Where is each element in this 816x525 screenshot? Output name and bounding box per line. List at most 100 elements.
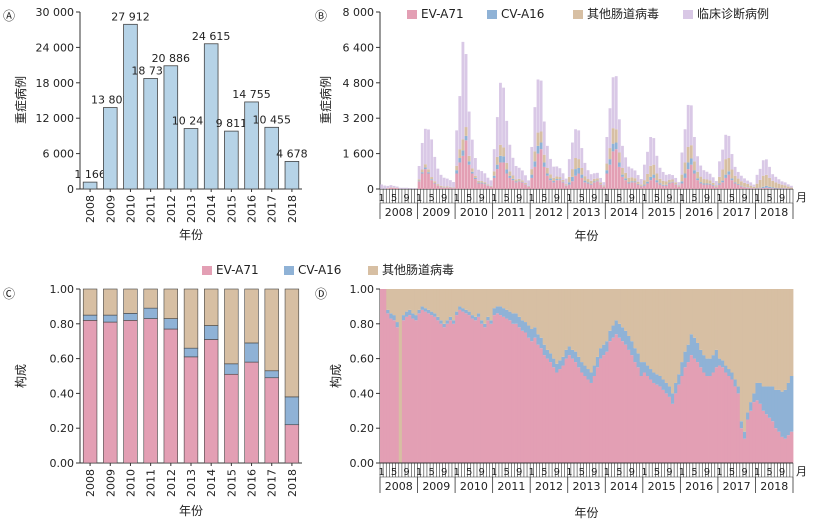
- area-segment: [764, 386, 769, 415]
- stacked-bar-segment: [649, 165, 653, 177]
- area-segment: [523, 332, 528, 463]
- stacked-bar-segment: [718, 176, 721, 184]
- stacked-bar-segment: [617, 166, 621, 189]
- month-label: 5: [466, 193, 472, 204]
- area-segment: [433, 316, 437, 463]
- stacked-bar-segment: [671, 181, 674, 183]
- area-segment: [689, 355, 694, 463]
- area-segment: [696, 289, 700, 343]
- area-segment: [730, 289, 734, 373]
- area-segment: [539, 348, 544, 463]
- stacked-bar-segment: [739, 175, 743, 182]
- stacked-bar-segment: [621, 167, 624, 175]
- stacked-bar-segment: [739, 185, 743, 187]
- data-label: 10 249: [172, 115, 211, 128]
- stacked-bar-segment: [689, 164, 693, 189]
- stacked-bar-segment: [780, 184, 784, 189]
- area-segment: [686, 289, 691, 345]
- stacked-bar-segment: [492, 171, 496, 176]
- area-segment: [674, 393, 678, 463]
- area-segment: [486, 316, 490, 321]
- stacked-bar-segment: [627, 183, 631, 189]
- stacked-bar-segment: [489, 185, 493, 187]
- stacked-bar-segment: [502, 87, 505, 148]
- stacked-bar-segment: [771, 188, 775, 189]
- stacked-bar-segment: [433, 183, 437, 189]
- month-label: 9: [779, 467, 785, 478]
- stacked-bar-segment: [524, 184, 527, 189]
- month-label: 1: [566, 193, 572, 204]
- stacked-bar-segment: [746, 183, 750, 188]
- area-segment: [730, 379, 734, 463]
- month-label: 1: [716, 467, 722, 478]
- stacked-bar-segment: [571, 142, 574, 170]
- stacked-bar-segment: [721, 169, 725, 181]
- area-segment: [533, 327, 537, 338]
- stacked-bar-segment: [542, 154, 546, 163]
- stacked-bar-segment: [790, 187, 793, 189]
- stacked-bar-segment: [423, 167, 427, 170]
- stacked-bar-segment: [746, 187, 750, 189]
- area-segment: [677, 289, 681, 375]
- panel-label: Ⓐ: [3, 9, 15, 23]
- month-label: 5: [766, 467, 772, 478]
- panel-label: Ⓑ: [315, 9, 327, 23]
- area-segment: [414, 289, 418, 316]
- stacked-bar-segment: [389, 187, 393, 189]
- stacked-bar-segment: [624, 180, 628, 189]
- stacked-bar-segment: [786, 186, 790, 189]
- month-label: 9: [591, 467, 597, 478]
- area-segment: [652, 289, 656, 373]
- area-segment: [420, 306, 425, 310]
- stacked-bar-segment: [614, 142, 618, 150]
- stacked-bar-segment: [639, 179, 643, 185]
- area-segment: [567, 289, 572, 347]
- y-tick-label: 6 400: [343, 41, 375, 54]
- stacked-bar-segment: [527, 185, 531, 187]
- bar: [82, 181, 98, 190]
- area-segment: [542, 355, 547, 463]
- area-segment: [680, 289, 684, 363]
- area-segment: [411, 313, 415, 319]
- stacked-bar-segment: [671, 182, 674, 189]
- area-segment: [702, 289, 706, 356]
- area-segment: [630, 289, 634, 342]
- area-segment: [783, 438, 788, 463]
- area-segment: [451, 323, 456, 463]
- area-segment: [445, 289, 450, 321]
- stacked-bar-segment: [689, 158, 693, 165]
- stacked-bar-segment: [405, 187, 409, 189]
- stacked-bar-segment: [599, 182, 602, 185]
- stacked-bar-segment: [602, 185, 606, 187]
- stacked-bar-segment: [386, 185, 390, 189]
- x-axis-title: 年份: [179, 504, 203, 518]
- stacked-bar-segment: [771, 174, 775, 181]
- stacked-bar-segment: [646, 173, 649, 182]
- stacked-bar-segment: [520, 182, 524, 189]
- data-label: 9 811: [216, 117, 248, 130]
- stacked-bar-segment: [430, 177, 434, 180]
- area-segment: [655, 289, 659, 375]
- stacked-bar-segment: [530, 146, 534, 170]
- area-segment: [476, 316, 481, 463]
- stacked-bar-segment: [708, 184, 712, 189]
- x-tick-label: 2013: [185, 469, 198, 497]
- legend-mid-swatch: [368, 266, 378, 275]
- area-segment: [677, 384, 681, 463]
- stacked-bar-segment: [727, 135, 731, 159]
- area-segment: [577, 356, 581, 368]
- month-label: 5: [691, 467, 697, 478]
- stacked-bar-segment: [583, 176, 587, 181]
- y-axis-title: 重症病例: [13, 76, 28, 124]
- area-segment: [573, 351, 578, 363]
- area-segment: [408, 309, 412, 316]
- stacked-bar-segment: [664, 174, 668, 182]
- stacked-bar-segment: [677, 185, 681, 187]
- stacked-bar-segment: [596, 181, 599, 189]
- stacked-bar-segment: [495, 164, 499, 170]
- area-segment: [758, 289, 763, 383]
- y-tick-label: 8 000: [343, 6, 375, 19]
- area-segment: [746, 289, 750, 413]
- month-label: 9: [741, 193, 747, 204]
- area-segment: [505, 289, 509, 310]
